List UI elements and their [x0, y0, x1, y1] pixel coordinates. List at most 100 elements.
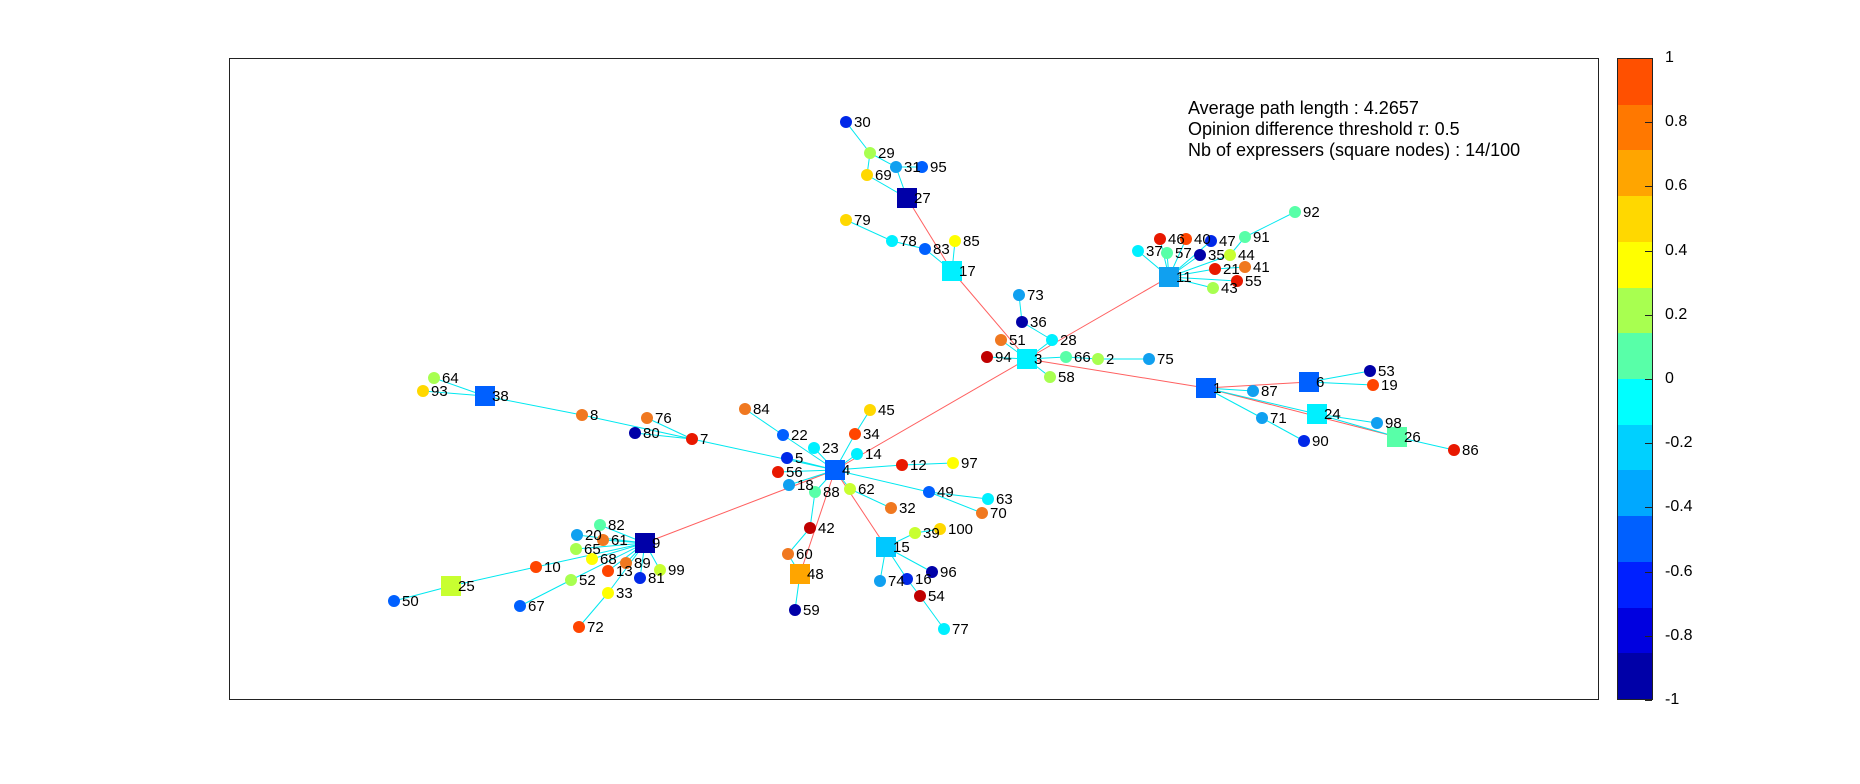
edge-79-78 [845, 219, 893, 242]
colorbar-tick-mark [1645, 507, 1652, 509]
node-36 [1016, 316, 1028, 328]
node-87 [1247, 385, 1259, 397]
node-40 [1180, 233, 1192, 245]
colorbar-tick-label: -0.2 [1665, 434, 1693, 452]
edge-8-38 [484, 395, 583, 416]
edge-1-6 [1205, 381, 1310, 389]
edge-88-42 [809, 491, 816, 529]
edge-7-8 [581, 414, 693, 440]
node-7 [686, 433, 698, 445]
node-label-92: 92 [1303, 204, 1320, 221]
node-label-19: 19 [1381, 377, 1398, 394]
colorbar-tick-mark [1645, 571, 1652, 573]
node-label-14: 14 [865, 446, 882, 463]
node-label-52: 52 [579, 572, 596, 589]
opinion-threshold: Opinion difference threshold τ: 0.5 [1188, 119, 1520, 140]
node-90 [1298, 435, 1310, 447]
node-6 [1299, 372, 1319, 392]
edge-4-9 [644, 469, 836, 544]
node-80 [629, 427, 641, 439]
node-71 [1256, 412, 1268, 424]
node-81 [634, 572, 646, 584]
node-label-15: 15 [893, 539, 910, 556]
node-48 [790, 564, 810, 584]
node-label-29: 29 [878, 145, 895, 162]
node-94 [981, 351, 993, 363]
node-77 [938, 623, 950, 635]
node-label-99: 99 [668, 562, 685, 579]
edge-7-80 [634, 432, 693, 440]
node-52 [565, 574, 577, 586]
edge-30-29 [845, 121, 871, 154]
node-label-32: 32 [899, 500, 916, 517]
node-label-85: 85 [963, 233, 980, 250]
node-label-84: 84 [753, 401, 770, 418]
edge-33-72 [578, 592, 609, 628]
node-label-71: 71 [1270, 410, 1287, 427]
edge-71-90 [1261, 417, 1305, 442]
node-10 [530, 561, 542, 573]
node-label-8: 8 [590, 407, 598, 424]
edge-3-11 [1026, 276, 1170, 360]
node-99 [654, 564, 666, 576]
colorbar-segment [1618, 196, 1652, 242]
colorbar-segment [1618, 607, 1652, 654]
node-39 [909, 527, 921, 539]
node-label-78: 78 [900, 233, 917, 250]
node-29 [864, 147, 876, 159]
node-85 [949, 235, 961, 247]
node-label-11: 11 [1176, 269, 1192, 286]
node-89 [620, 557, 632, 569]
node-65 [570, 543, 582, 555]
node-18 [783, 479, 795, 491]
node-label-57: 57 [1175, 245, 1192, 262]
edge-1-26 [1205, 387, 1398, 438]
node-label-68: 68 [600, 551, 617, 568]
colorbar-segment [1618, 287, 1652, 334]
node-86 [1448, 444, 1460, 456]
node-63 [982, 493, 994, 505]
node-46 [1154, 233, 1166, 245]
node-label-31: 31 [904, 159, 921, 176]
node-label-34: 34 [863, 426, 880, 443]
node-26 [1387, 427, 1407, 447]
edge-6-53 [1308, 370, 1371, 383]
node-label-82: 82 [608, 517, 625, 534]
node-2 [1092, 353, 1104, 365]
node-50 [388, 595, 400, 607]
node-label-100: 100 [948, 521, 973, 538]
node-label-45: 45 [878, 402, 895, 419]
node-label-3: 3 [1034, 351, 1042, 368]
node-55 [1231, 275, 1243, 287]
edge-10-25 [450, 566, 537, 587]
colorbar-tick-label: 0.2 [1665, 305, 1688, 323]
node-label-59: 59 [803, 602, 820, 619]
node-label-74: 74 [888, 573, 905, 590]
edge-38-93 [422, 390, 486, 397]
node-34 [849, 428, 861, 440]
colorbar-segment [1618, 150, 1652, 197]
node-78 [886, 235, 898, 247]
node-label-51: 51 [1009, 332, 1026, 349]
node-19 [1367, 379, 1379, 391]
colorbar-tick-mark [1645, 250, 1652, 252]
node-label-24: 24 [1324, 406, 1341, 423]
node-28 [1046, 334, 1058, 346]
node-label-73: 73 [1027, 287, 1044, 304]
node-68 [586, 553, 598, 565]
node-79 [840, 214, 852, 226]
node-61 [597, 534, 609, 546]
node-label-5: 5 [795, 450, 803, 467]
node-label-70: 70 [990, 505, 1007, 522]
colorbar-tick-mark [1645, 379, 1652, 380]
node-label-1: 1 [1213, 380, 1221, 397]
node-label-63: 63 [996, 491, 1013, 508]
node-label-40: 40 [1194, 231, 1211, 248]
edge-49-63 [928, 491, 989, 500]
edge-4-12 [834, 464, 903, 471]
colorbar-segment [1618, 379, 1652, 425]
node-88 [809, 486, 821, 498]
edge-24-26 [1316, 413, 1398, 438]
node-93 [417, 385, 429, 397]
